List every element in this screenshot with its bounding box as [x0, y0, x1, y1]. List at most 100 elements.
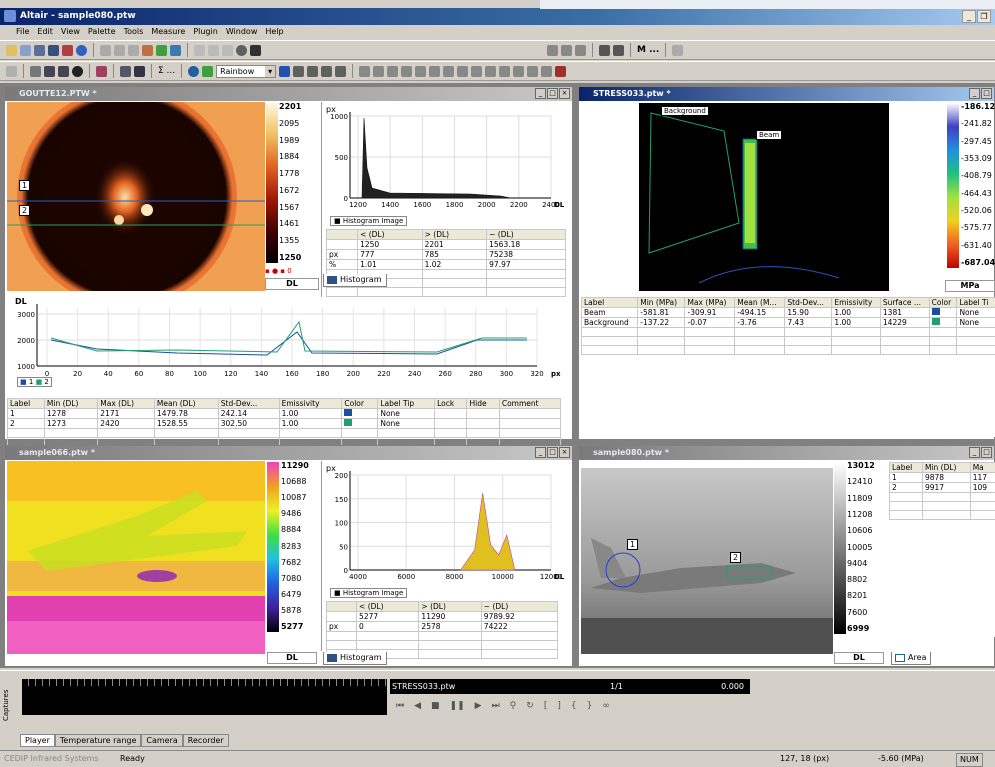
- tile-icon[interactable]: [527, 65, 539, 77]
- window-maximize-button[interactable]: □: [547, 88, 558, 99]
- zoom-out-icon[interactable]: [58, 65, 69, 77]
- stress-image[interactable]: [639, 103, 889, 291]
- column-header[interactable]: Std-Dev...: [217, 398, 280, 409]
- column-header[interactable]: Emissivity: [278, 398, 343, 409]
- table-row[interactable]: px 777 785 75238: [325, 249, 566, 260]
- link-icon[interactable]: ∞: [602, 701, 610, 711]
- window-icon[interactable]: [575, 44, 586, 56]
- sigma-button[interactable]: Σ ...: [158, 66, 176, 76]
- table-row[interactable]: % 1.01 1.02 97.97: [325, 259, 566, 270]
- fullscreen-icon[interactable]: [134, 65, 145, 77]
- color-swatch-cell[interactable]: [928, 307, 958, 318]
- menu-item-tools[interactable]: Tools: [123, 27, 144, 36]
- menu-item-window[interactable]: Window: [225, 27, 258, 36]
- color-scale-bar[interactable]: [267, 462, 279, 632]
- play-icon[interactable]: [202, 65, 214, 77]
- table-row[interactable]: Background -137.22 -0.07 -3.76 7.43 1.00 14229…: [580, 317, 995, 328]
- cursor-icon[interactable]: [401, 65, 413, 77]
- paste-icon[interactable]: [128, 44, 139, 56]
- delete-icon[interactable]: [513, 65, 525, 77]
- window-minimize-button[interactable]: _: [535, 88, 546, 99]
- menu-item-view[interactable]: View: [60, 27, 80, 36]
- column-header[interactable]: Label Tip: [377, 398, 436, 409]
- window-sample066[interactable]: sample066.ptw * _ □ × 11290 10688 10087 9486 8…: [4, 445, 573, 667]
- tab-histogram[interactable]: Histogram: [323, 274, 387, 287]
- window-maximize-button[interactable]: □: [547, 447, 558, 458]
- column-header[interactable]: Min (DL): [43, 398, 99, 409]
- thermal-image-jet[interactable]: [581, 468, 833, 654]
- column-header[interactable]: > (DL): [421, 229, 488, 240]
- table-row[interactable]: Beam -581.81 -309.91 -494.15 15.90 1.00 1381 No…: [580, 307, 995, 318]
- bars3-icon[interactable]: [321, 65, 333, 77]
- zoom-in-icon[interactable]: [44, 65, 55, 77]
- color-swatch-cell[interactable]: [341, 408, 379, 419]
- player-tab-0[interactable]: Player: [20, 734, 55, 747]
- menu-item-help[interactable]: Help: [265, 27, 284, 36]
- pause-icon[interactable]: ❚❚: [449, 701, 465, 711]
- brace-open-icon[interactable]: {: [570, 701, 577, 711]
- palette-select[interactable]: Rainbow ▾: [216, 64, 277, 78]
- window-minimize-button[interactable]: _: [969, 88, 980, 99]
- measure-m-label[interactable]: M ...: [637, 45, 660, 55]
- menu-item-measure[interactable]: Measure: [151, 27, 186, 36]
- table-row[interactable]: 1250 2201 1563.18: [325, 239, 566, 250]
- profile-marker-1[interactable]: 1: [19, 180, 30, 191]
- tab-area[interactable]: Area: [891, 652, 932, 665]
- column-header[interactable]: Mean (DL): [153, 398, 219, 409]
- table-row[interactable]: 1 1278 2171 1479.78 242.14 1.00 None: [7, 408, 562, 419]
- player-tab-2[interactable]: Camera: [141, 734, 183, 747]
- cut-icon[interactable]: [100, 44, 111, 56]
- column-header[interactable]: Min (DL): [921, 462, 971, 473]
- table-row[interactable]: 2 9917 109: [889, 482, 995, 493]
- table-row[interactable]: px 0 2578 74222: [325, 621, 559, 632]
- info-icon[interactable]: [76, 44, 87, 56]
- palette-icon[interactable]: [142, 44, 153, 56]
- menu-item-plugin[interactable]: Plugin: [193, 27, 218, 36]
- minimize-button[interactable]: _: [962, 10, 976, 23]
- search-icon[interactable]: [359, 65, 371, 77]
- column-header[interactable]: Max (MPa): [684, 297, 736, 308]
- cascade-icon[interactable]: [541, 65, 553, 77]
- undo-icon[interactable]: [194, 44, 205, 56]
- help-icon[interactable]: [236, 44, 247, 56]
- save-all-icon[interactable]: [48, 44, 59, 56]
- chart-icon[interactable]: [471, 65, 483, 77]
- player-tab-3[interactable]: Recorder: [182, 734, 229, 747]
- table-icon[interactable]: [485, 65, 497, 77]
- camera-icon[interactable]: [96, 65, 107, 77]
- bars4-icon[interactable]: [335, 65, 347, 77]
- open-icon[interactable]: [20, 44, 31, 56]
- color-scale-bar[interactable]: [834, 462, 846, 634]
- column-header[interactable]: Mean (M...: [734, 297, 786, 308]
- rect-icon[interactable]: [443, 65, 455, 77]
- record-icon[interactable]: [62, 44, 73, 56]
- column-header[interactable]: Emissivity: [831, 297, 881, 308]
- column-header[interactable]: ~ (DL): [480, 601, 559, 612]
- tab-histogram[interactable]: Histogram: [323, 652, 387, 665]
- column-header[interactable]: [325, 601, 358, 612]
- copy-icon[interactable]: [114, 44, 125, 56]
- split-view-icon[interactable]: [120, 65, 131, 77]
- focus-icon[interactable]: [72, 65, 83, 77]
- column-header[interactable]: Label: [889, 462, 923, 473]
- redo-icon[interactable]: [208, 44, 219, 56]
- column-header[interactable]: < (DL): [356, 601, 420, 612]
- column-header[interactable]: Surface ...: [879, 297, 930, 308]
- column-header[interactable]: Label: [7, 398, 45, 409]
- column-header[interactable]: Std-Dev...: [784, 297, 833, 308]
- window-goutte[interactable]: GOUTTE12.PTW * _ □ × 1 2 2201 2095 1989 1884 1…: [4, 86, 573, 456]
- brace-close-icon[interactable]: }: [586, 701, 593, 711]
- restore-button[interactable]: ❐: [977, 10, 991, 23]
- first-frame-icon[interactable]: ⏮: [396, 701, 405, 711]
- roi-marker-2[interactable]: 2: [730, 552, 741, 563]
- column-header[interactable]: Ma: [969, 462, 995, 473]
- column-header[interactable]: ~ (DL): [486, 229, 566, 240]
- bars-icon[interactable]: [293, 65, 305, 77]
- context-help-icon[interactable]: [250, 44, 261, 56]
- menu-item-edit[interactable]: Edit: [37, 27, 53, 36]
- color-scale-bar[interactable]: [266, 103, 278, 263]
- bracket-start-icon[interactable]: [: [543, 701, 548, 711]
- line-icon[interactable]: [429, 65, 441, 77]
- color-scale-bar[interactable]: [947, 103, 959, 268]
- column-header[interactable]: Min (MPa): [637, 297, 686, 308]
